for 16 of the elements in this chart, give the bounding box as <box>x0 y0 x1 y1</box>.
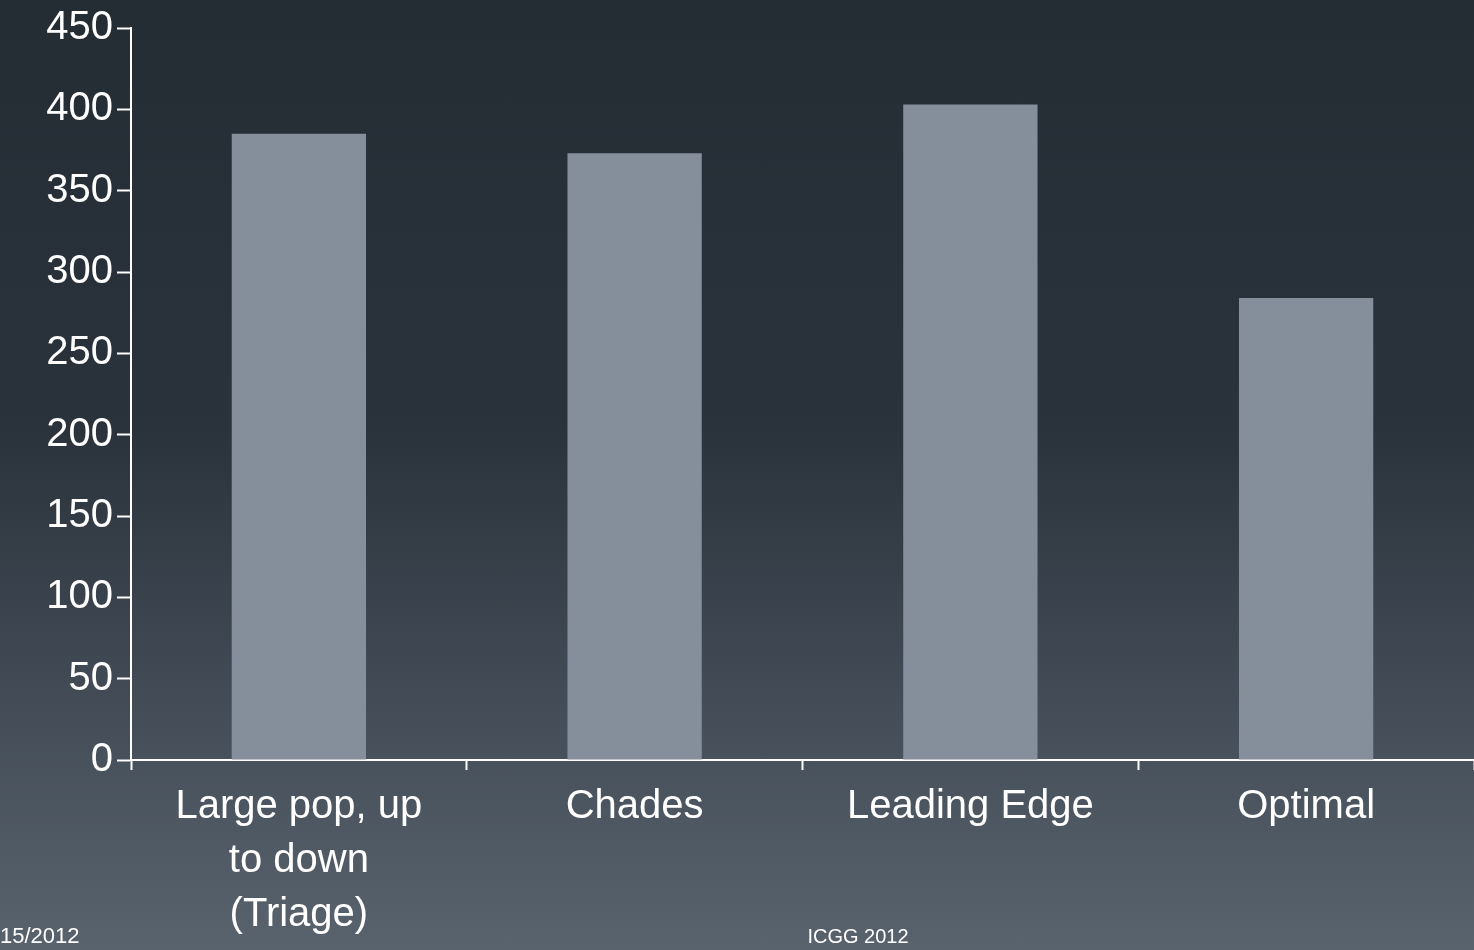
y-tick-label: 300 <box>46 247 113 292</box>
y-tick-label: 100 <box>46 572 113 617</box>
y-tick-label: 350 <box>46 165 113 210</box>
y-tick-label: 450 <box>46 3 113 48</box>
x-tick-label: Optimal <box>1237 782 1376 827</box>
y-tick-label: 0 <box>90 735 113 780</box>
text: 15/2012 <box>0 923 80 948</box>
y-tick-label: 200 <box>46 409 113 454</box>
x-tick-label: Large pop, up to down (Triage) <box>175 782 423 935</box>
y-tick-label: 150 <box>46 491 113 536</box>
y-tick-label: 50 <box>68 653 113 698</box>
text: ICGG 2012 <box>807 925 909 947</box>
x-tick-label: Chades <box>565 782 704 827</box>
y-tick-label: 400 <box>46 84 113 129</box>
y-tick-label: 250 <box>46 328 113 373</box>
x-tick-label: Leading Edge <box>846 782 1094 827</box>
